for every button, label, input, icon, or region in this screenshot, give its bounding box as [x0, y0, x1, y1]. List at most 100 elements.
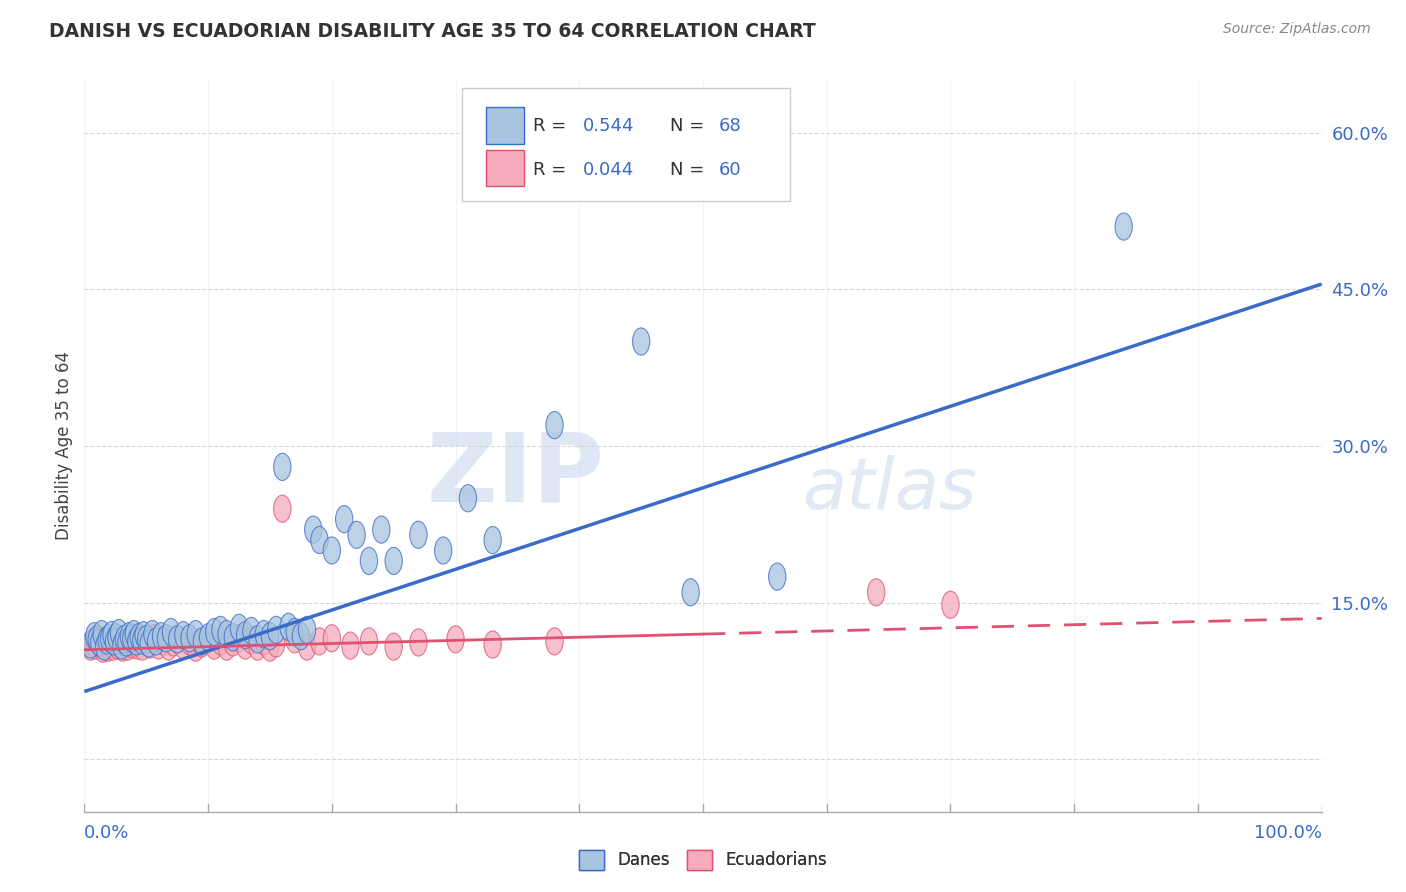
- Ellipse shape: [118, 629, 135, 656]
- Ellipse shape: [181, 628, 198, 655]
- Ellipse shape: [90, 629, 108, 656]
- Ellipse shape: [200, 624, 217, 651]
- Ellipse shape: [682, 579, 699, 606]
- Ellipse shape: [129, 632, 146, 659]
- Ellipse shape: [157, 624, 174, 652]
- Ellipse shape: [274, 495, 291, 523]
- Ellipse shape: [91, 631, 110, 658]
- Ellipse shape: [360, 548, 378, 574]
- Ellipse shape: [336, 506, 353, 533]
- Ellipse shape: [193, 628, 211, 655]
- Ellipse shape: [155, 628, 172, 655]
- Ellipse shape: [323, 624, 340, 652]
- Y-axis label: Disability Age 35 to 64: Disability Age 35 to 64: [55, 351, 73, 541]
- Ellipse shape: [224, 629, 242, 656]
- FancyBboxPatch shape: [486, 107, 523, 144]
- Ellipse shape: [110, 619, 128, 647]
- Ellipse shape: [434, 537, 451, 564]
- Ellipse shape: [87, 632, 104, 659]
- Ellipse shape: [170, 625, 187, 653]
- Text: N =: N =: [669, 117, 710, 135]
- Ellipse shape: [111, 628, 129, 655]
- Ellipse shape: [120, 633, 136, 660]
- Ellipse shape: [942, 591, 959, 618]
- Ellipse shape: [187, 634, 204, 661]
- Ellipse shape: [205, 618, 224, 646]
- Ellipse shape: [254, 621, 273, 648]
- Ellipse shape: [131, 624, 148, 651]
- Ellipse shape: [212, 616, 229, 643]
- Ellipse shape: [409, 521, 427, 549]
- Ellipse shape: [143, 621, 162, 648]
- Ellipse shape: [193, 630, 211, 657]
- Ellipse shape: [305, 516, 322, 543]
- Ellipse shape: [409, 629, 427, 656]
- Ellipse shape: [200, 625, 217, 653]
- Ellipse shape: [218, 621, 235, 648]
- Ellipse shape: [131, 625, 149, 653]
- Ellipse shape: [311, 628, 328, 655]
- Ellipse shape: [98, 627, 115, 654]
- Ellipse shape: [90, 625, 107, 653]
- Ellipse shape: [115, 625, 132, 653]
- Ellipse shape: [236, 622, 254, 648]
- Ellipse shape: [224, 624, 242, 651]
- Text: atlas: atlas: [801, 456, 977, 524]
- Ellipse shape: [132, 627, 150, 654]
- Ellipse shape: [181, 624, 198, 652]
- Ellipse shape: [174, 622, 193, 648]
- Ellipse shape: [145, 624, 162, 652]
- Ellipse shape: [868, 579, 884, 606]
- Text: R =: R =: [533, 117, 572, 135]
- Ellipse shape: [218, 633, 235, 660]
- FancyBboxPatch shape: [461, 87, 790, 201]
- Ellipse shape: [385, 548, 402, 574]
- Ellipse shape: [249, 633, 266, 660]
- Ellipse shape: [205, 632, 224, 659]
- Text: 60: 60: [718, 161, 742, 178]
- Ellipse shape: [135, 622, 152, 648]
- Text: Source: ZipAtlas.com: Source: ZipAtlas.com: [1223, 22, 1371, 37]
- Ellipse shape: [125, 621, 142, 648]
- Ellipse shape: [93, 621, 110, 648]
- Ellipse shape: [117, 630, 134, 657]
- Ellipse shape: [162, 618, 180, 646]
- Ellipse shape: [460, 484, 477, 512]
- Text: R =: R =: [533, 161, 572, 178]
- Legend: Danes, Ecuadorians: Danes, Ecuadorians: [572, 843, 834, 877]
- Ellipse shape: [107, 627, 124, 654]
- Ellipse shape: [274, 453, 291, 481]
- Ellipse shape: [104, 633, 121, 660]
- Ellipse shape: [311, 526, 328, 554]
- Ellipse shape: [100, 624, 118, 652]
- Ellipse shape: [360, 628, 378, 655]
- Ellipse shape: [82, 633, 100, 660]
- Ellipse shape: [212, 628, 229, 655]
- Ellipse shape: [373, 516, 389, 543]
- Ellipse shape: [236, 632, 254, 659]
- Text: N =: N =: [669, 161, 710, 178]
- Ellipse shape: [262, 623, 278, 649]
- Ellipse shape: [103, 622, 121, 648]
- Text: 0.544: 0.544: [583, 117, 634, 135]
- Ellipse shape: [243, 627, 260, 654]
- Ellipse shape: [769, 563, 786, 591]
- Ellipse shape: [89, 625, 105, 653]
- Ellipse shape: [94, 635, 111, 662]
- Ellipse shape: [108, 624, 125, 651]
- Ellipse shape: [105, 628, 122, 655]
- Ellipse shape: [138, 628, 155, 655]
- Ellipse shape: [174, 632, 193, 659]
- Ellipse shape: [141, 631, 159, 658]
- Ellipse shape: [86, 623, 103, 649]
- Ellipse shape: [165, 629, 183, 656]
- Ellipse shape: [633, 328, 650, 355]
- Ellipse shape: [101, 630, 120, 657]
- Ellipse shape: [243, 617, 260, 645]
- Ellipse shape: [150, 632, 167, 659]
- Ellipse shape: [298, 616, 316, 643]
- Ellipse shape: [342, 632, 359, 659]
- Text: 100.0%: 100.0%: [1254, 824, 1322, 842]
- Ellipse shape: [122, 624, 141, 652]
- Text: 0.044: 0.044: [583, 161, 634, 178]
